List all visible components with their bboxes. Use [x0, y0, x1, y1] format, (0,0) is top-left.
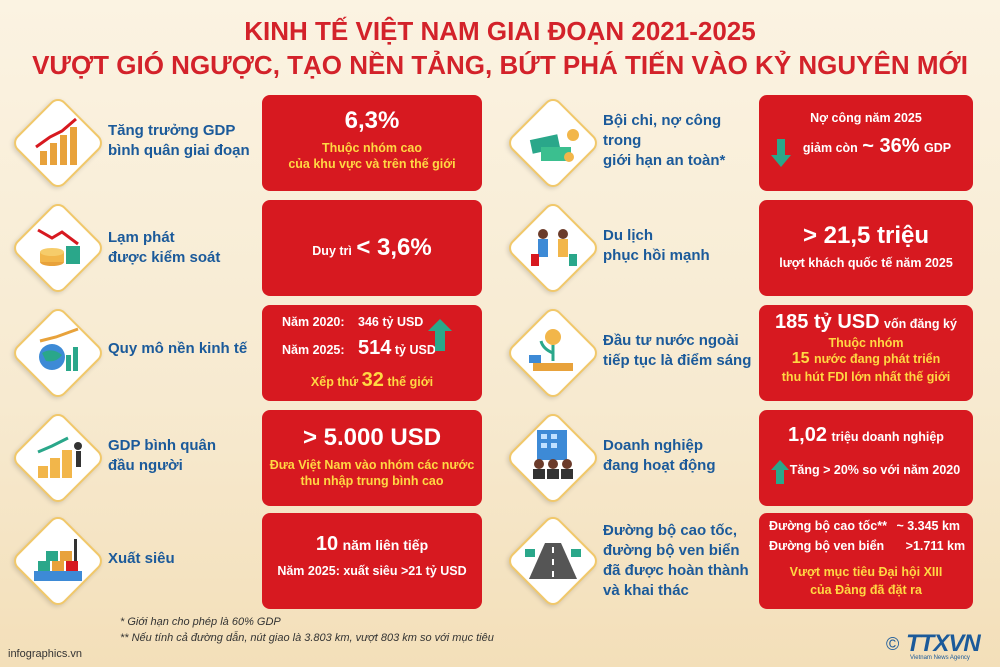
coin-stacks-icon [9, 409, 107, 507]
growth-chart-icon [9, 94, 107, 192]
highway-icon [504, 512, 602, 610]
coins-down-icon [9, 199, 107, 297]
public-debt-label: Bội chi, nợ công trong giới hạn an toàn* [603, 112, 726, 169]
trade-surplus-sub: Năm 2025: xuất siêu >21 tỷ USD [277, 564, 467, 578]
right-row-fdi: Đầu tư nước ngoài tiếp tục là điểm sáng … [504, 304, 990, 402]
right-row-highways: Đường bộ cao tốc, đường bộ ven biển đã đ… [504, 512, 990, 610]
left-row-economy-size: Quy mô nền kinh tế Năm 2020: 346 tỷ USD … [9, 304, 490, 402]
enterprises-value: 1,02 [788, 424, 827, 446]
public-debt-pre: giảm còn [802, 141, 858, 155]
money-stack-icon [504, 94, 602, 192]
copyright-symbol: © [886, 634, 900, 654]
rank-post: thế giới [387, 375, 434, 389]
page-title: KINH TẾ VIỆT NAM GIAI ĐOẠN 2021-2025 VƯỢ… [0, 14, 1000, 82]
teal-up-arrow-icon [428, 319, 452, 351]
gdp-per-capita-sub2: thu nhập trung bình cao [300, 474, 444, 488]
y2020-value: 346 tỷ USD [358, 315, 424, 329]
gdp-growth-panel: 6,3% Thuộc nhóm cao của khu vực và trên … [262, 95, 482, 191]
enterprises-value-suffix: triệu doanh nghiệp [831, 430, 944, 444]
gdp-per-capita-sub1: Đưa Việt Nam vào nhóm các nước [269, 458, 475, 472]
highways-sub2: của Đảng đã đặt ra [810, 583, 922, 597]
fdi-num: 15 [791, 350, 810, 367]
trade-surplus-num-suffix: năm liên tiếp [342, 537, 429, 553]
highways-label: Đường bộ cao tốc, đường bộ ven biển đã đ… [603, 522, 749, 599]
tourism-label: Du lịch phục hồi mạnh [603, 227, 710, 264]
inflation-value: < 3,6% [356, 234, 432, 261]
ttxvn-logo: © TTXVN Vietnam News Agency [886, 628, 986, 662]
trade-surplus-num: 10 [315, 533, 339, 555]
investment-icon [504, 304, 602, 402]
road1-label: Đường bộ cao tốc** [769, 519, 887, 533]
tourists-icon [504, 199, 602, 297]
container-ship-icon [9, 512, 107, 610]
highways-panel: Đường bộ cao tốc** ~ 3.345 km Đường bộ v… [759, 513, 973, 609]
y2020-label: Năm 2020: [282, 315, 345, 329]
title-line-2: VƯỢT GIÓ NGƯỢC, TẠO NỀN TẢNG, BỨT PHÁ TI… [32, 50, 968, 80]
rank-pre: Xếp thứ [310, 375, 359, 389]
public-debt-line1: Nợ công năm 2025 [810, 111, 922, 125]
fdi-panel: 185 tỷ USD vốn đăng ký Thuộc nhóm 15 nướ… [759, 305, 973, 401]
gdp-growth-sub2: của khu vực và trên thế giới [288, 157, 456, 171]
road1-value: ~ 3.345 km [896, 519, 961, 533]
inflation-label: Lạm phát được kiểm soát [108, 229, 221, 266]
brand-tagline: Vietnam News Agency [910, 655, 970, 661]
title-line-1: KINH TẾ VIỆT NAM GIAI ĐOẠN 2021-2025 [244, 16, 756, 46]
highways-sub1: Vượt mục tiêu Đại hội XIII [789, 565, 943, 579]
right-row-tourism: Du lịch phục hồi mạnh > 21,5 triệu lượt … [504, 199, 990, 297]
road2-value: >1.711 km [905, 539, 966, 553]
fdi-sub1: Thuộc nhóm [828, 336, 904, 350]
public-debt-value: ~ 36% [862, 135, 920, 157]
public-debt-panel: Nợ công năm 2025 giảm còn ~ 36% GDP [759, 95, 973, 191]
gdp-growth-value: 6,3% [344, 107, 400, 134]
y2025-unit: tỷ USD [394, 343, 436, 357]
right-row-enterprises: Doanh nghiệp đang hoạt động 1,02 triệu d… [504, 409, 990, 507]
economy-size-panel: Năm 2020: 346 tỷ USD Năm 2025: 514 tỷ US… [262, 305, 482, 401]
gdp-growth-sub1: Thuộc nhóm cao [322, 141, 422, 155]
left-row-trade-surplus: Xuất siêu 10 năm liên tiếp Năm 2025: xuấ… [9, 512, 490, 610]
fdi-num-suffix: nước đang phát triển [813, 352, 941, 366]
source-link[interactable]: infographics.vn [8, 648, 82, 660]
gdp-per-capita-value: > 5.000 USD [302, 424, 442, 451]
gdp-growth-label: Tăng trưởng GDP bình quân giai đoạn [108, 122, 250, 159]
rank-num: 32 [361, 369, 384, 391]
gdp-per-capita-panel: > 5.000 USD Đưa Việt Nam vào nhóm các nư… [262, 410, 482, 506]
enterprises-panel: 1,02 triệu doanh nghiệp Tăng > 20% so vớ… [759, 410, 973, 506]
fdi-value-suffix: vốn đăng ký [884, 317, 957, 331]
right-row-public-debt: Bội chi, nợ công trong giới hạn an toàn*… [504, 94, 990, 192]
public-debt-unit: GDP [923, 141, 952, 155]
gdp-per-capita-label: GDP bình quân đầu người [108, 437, 217, 474]
teal-down-arrow-icon [771, 139, 791, 167]
globe-chart-icon [9, 304, 107, 402]
inflation-prefix: Duy trì [312, 244, 352, 258]
road2-label: Đường bộ ven biển [769, 539, 885, 553]
y2025-num: 514 [358, 337, 392, 359]
enterprises-label: Doanh nghiệp đang hoạt động [603, 437, 716, 474]
tourism-sub: lượt khách quốc tế năm 2025 [779, 256, 953, 270]
enterprises-sub: Tăng > 20% so với năm 2020 [789, 463, 961, 477]
left-row-inflation: Lạm phát được kiểm soát Duy trì < 3,6% [9, 199, 490, 297]
inflation-panel: Duy trì < 3,6% [262, 200, 482, 296]
tourism-value: > 21,5 triệu [802, 222, 930, 249]
tourism-panel: > 21,5 triệu lượt khách quốc tế năm 2025 [759, 200, 973, 296]
teal-up-arrow-small-icon [771, 460, 789, 484]
business-people-icon [504, 409, 602, 507]
fdi-label: Đầu tư nước ngoài tiếp tục là điểm sáng [603, 332, 752, 369]
left-row-gdp-per-capita: GDP bình quân đầu người > 5.000 USD Đưa … [9, 409, 490, 507]
economy-size-label: Quy mô nền kinh tế [108, 340, 248, 357]
footnote-2: ** Nếu tính cả đường dẫn, nút giao là 3.… [120, 632, 494, 644]
fdi-sub2: thu hút FDI lớn nhất thế giới [781, 370, 951, 384]
trade-surplus-label: Xuất siêu [108, 550, 175, 567]
y2025-label: Năm 2025: [282, 343, 345, 357]
fdi-value: 185 tỷ USD [775, 311, 880, 333]
brand-name: TTXVN [906, 630, 981, 657]
trade-surplus-panel: 10 năm liên tiếp Năm 2025: xuất siêu >21… [262, 513, 482, 609]
left-row-gdp-growth: Tăng trưởng GDP bình quân giai đoạn 6,3%… [9, 94, 490, 192]
footnote-1: * Giới hạn cho phép là 60% GDP [120, 616, 281, 628]
